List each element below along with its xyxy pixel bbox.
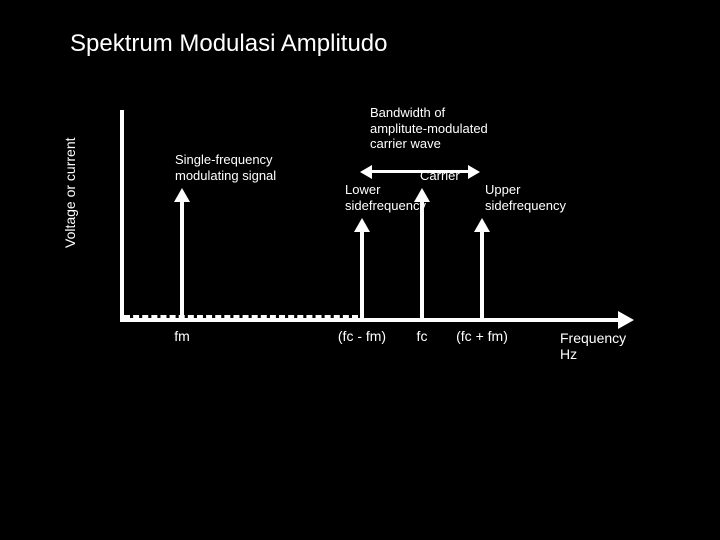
bottom-label-fm: fm [174, 328, 190, 344]
top-label-usb: Uppersidefrequency [485, 182, 566, 213]
page-title: Spektrum Modulasi Amplitudo [70, 30, 387, 58]
spectral-line-fm [180, 200, 184, 318]
spectral-line-lsb [360, 230, 364, 318]
dashed-baseline [124, 315, 358, 318]
arrowhead-fm [174, 188, 190, 202]
arrowhead-carrier [414, 188, 430, 202]
spectral-line-carrier [420, 200, 424, 318]
bandwidth-label: Bandwidth ofamplitute-modulatedcarrier w… [370, 105, 488, 152]
x-axis [120, 318, 620, 322]
arrowhead-usb [474, 218, 490, 232]
spectral-line-usb [480, 230, 484, 318]
y-axis-label: Voltage or current [62, 137, 78, 248]
x-axis-arrow [618, 311, 634, 329]
y-axis [120, 110, 124, 320]
bottom-label-carrier: fc [417, 328, 428, 344]
top-label-carrier: Carrier [420, 168, 460, 184]
bottom-label-usb: (fc + fm) [456, 328, 508, 344]
bottom-label-lsb: (fc - fm) [338, 328, 386, 344]
top-label-fm: Single-frequencymodulating signal [175, 152, 276, 183]
bandwidth-arrow-right [468, 165, 480, 179]
arrowhead-lsb [354, 218, 370, 232]
spectrum-diagram: Voltage or current Frequency Hz Bandwidt… [80, 100, 640, 380]
x-axis-label: Frequency Hz [560, 330, 640, 362]
